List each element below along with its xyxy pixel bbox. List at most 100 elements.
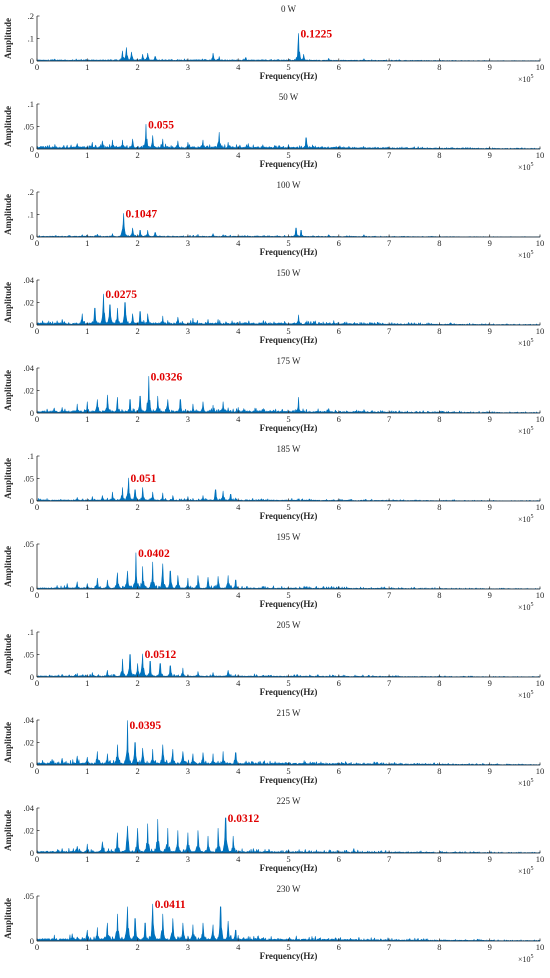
x-tick-label: 2 [135,150,139,160]
y-axis-label: Amplitude [3,546,13,587]
x-tick-label: 0 [35,326,39,336]
x-tick-label: 3 [186,942,190,952]
x-tick-label: 10 [536,62,545,72]
x-tick-label: 0 [35,854,39,864]
y-axis-label: Amplitude [3,810,13,851]
x-tick-label: 6 [337,150,341,160]
y-tick-label: .1 [28,210,34,220]
x-tick-label: 8 [437,942,441,952]
x-tick-label: 2 [135,414,139,424]
x-axis-label: Frequency(Hz) [260,247,318,257]
x-tick-label: 8 [437,502,441,512]
x-tick-label: 4 [236,502,241,512]
x-tick-label: 0 [35,414,39,424]
x-tick-label: 10 [536,150,545,160]
y-tick-label: .02 [23,386,34,396]
x-exponent-label: ×105 [518,954,534,964]
y-axis-label: Amplitude [3,898,13,939]
y-tick-label: .05 [23,122,34,132]
peak-value-label: 0.051 [131,473,157,485]
x-tick-label: 4 [236,326,241,336]
x-tick-label: 2 [135,502,139,512]
x-tick-label: 5 [286,326,290,336]
x-exponent-label: ×105 [518,778,534,788]
y-tick-label: .1 [28,99,34,109]
x-tick-label: 2 [135,590,139,600]
x-exponent-label: ×105 [518,250,534,260]
peak-value-label: 0.1225 [301,28,333,40]
x-exponent-label: ×105 [518,690,534,700]
x-tick-label: 9 [488,854,492,864]
y-tick-label: 0 [30,496,34,506]
peak-value-label: 0.0395 [130,720,162,732]
x-tick-label: 9 [488,238,492,248]
x-axis-label: Frequency(Hz) [260,511,318,521]
x-tick-label: 8 [437,590,441,600]
x-tick-label: 3 [186,150,190,160]
x-tick-label: 6 [337,414,341,424]
x-axis-label: Frequency(Hz) [260,159,318,169]
y-tick-label: 0 [30,936,34,946]
peak-value-label: 0.0312 [228,813,260,825]
spectrum-series [36,720,541,766]
y-tick-label: .05 [23,650,34,660]
x-axis-label: Frequency(Hz) [260,599,318,609]
y-tick-label: 0 [30,760,34,770]
x-tick-label: 6 [337,678,341,688]
panel-title: 175 W [276,356,301,366]
spectrum-series [36,552,541,590]
x-tick-label: 8 [437,326,441,336]
x-tick-label: 9 [488,62,492,72]
y-tick-label: 0 [30,584,34,594]
x-tick-label: 0 [35,590,39,600]
x-tick-label: 3 [186,854,190,864]
x-tick-label: 1 [85,502,89,512]
x-tick-label: 9 [488,766,492,776]
y-tick-label: .02 [23,826,34,836]
y-tick-label: 0 [30,848,34,858]
x-tick-label: 1 [85,326,89,336]
x-tick-label: 7 [387,942,391,952]
x-tick-label: 4 [236,414,241,424]
y-axis-label: Amplitude [3,722,13,763]
x-tick-label: 8 [437,414,441,424]
x-tick-label: 3 [186,326,190,336]
spectrum-series [36,376,541,414]
x-tick-label: 10 [536,590,545,600]
x-axis-label: Frequency(Hz) [260,71,318,81]
x-tick-label: 10 [536,766,545,776]
spectrum-panel: 185 W 0 1 2 3 4 5 6 7 8 9 10 0 .05 .1 Amplitude Frequenc… [3,444,544,524]
x-tick-label: 3 [186,502,190,512]
x-tick-label: 1 [85,150,89,160]
x-tick-label: 6 [337,942,341,952]
x-tick-label: 9 [488,678,492,688]
y-axis-label: Amplitude [3,458,13,499]
spectrum-series [36,653,541,678]
x-tick-label: 3 [186,414,190,424]
spectrum-panel: 195 W 0 1 2 3 4 5 6 7 8 9 10 0 .05 Amplitude Frequency(… [3,532,544,612]
spectrum-panel: 50 W 0 1 2 3 4 5 6 7 8 9 10 0 .05 .1 Amplitude Frequency… [3,92,544,172]
x-axis-label: Frequency(Hz) [260,863,318,873]
y-tick-label: .05 [23,539,34,549]
x-tick-label: 2 [135,326,139,336]
x-tick-label: 9 [488,326,492,336]
x-tick-label: 8 [437,678,441,688]
y-axis-label: Amplitude [3,634,13,675]
y-tick-label: .2 [28,11,34,21]
spectrum-series [36,33,541,62]
x-tick-label: 4 [236,62,241,72]
y-tick-label: .04 [23,803,34,813]
spectrum-panel: 100 W 0 1 2 3 4 5 6 7 8 9 10 0 .1 .2 Amplitude Frequency… [3,180,544,260]
x-tick-label: 10 [536,942,545,952]
x-tick-label: 0 [35,678,39,688]
x-tick-label: 6 [337,854,341,864]
x-tick-label: 9 [488,150,492,160]
x-exponent-label: ×105 [518,426,534,436]
x-tick-label: 5 [286,238,290,248]
x-tick-label: 5 [286,62,290,72]
y-tick-label: .05 [23,474,34,484]
panel-title: 150 W [276,268,301,278]
y-axis-label: Amplitude [3,194,13,235]
y-tick-label: .05 [23,891,34,901]
y-axis-label: Amplitude [3,106,13,147]
